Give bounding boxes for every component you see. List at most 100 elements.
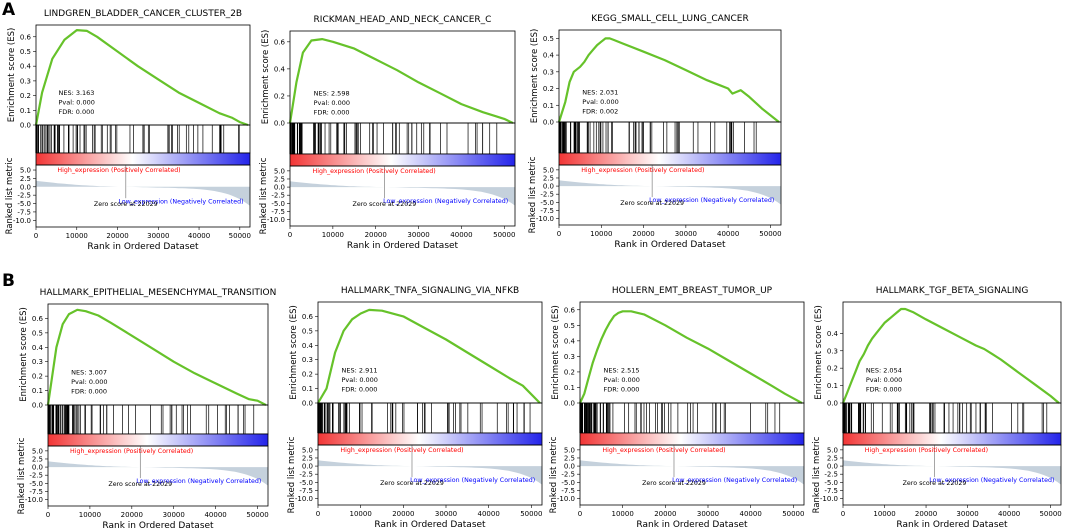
x-tick-label: 40000	[478, 510, 500, 518]
x-tick-label: 40000	[188, 232, 210, 240]
gsea-plot-7: HALLMARK_TGF_BETA_SIGNALING 0.0 0.1 0.2 0.3 0…	[812, 272, 1065, 532]
x-tick-label: 30000	[675, 230, 697, 238]
high-expression-label: High_expression (Positively Correlated)	[865, 447, 988, 454]
high-expression-label: High_expression (Positively Correlated)	[70, 448, 193, 455]
x-tick-label: 30000	[956, 510, 978, 518]
plot-title: HALLMARK_EPITHELIAL_MESENCHYMAL_TRANSITI…	[40, 288, 277, 298]
stat-label: NES: 2.598	[314, 89, 350, 97]
zero-score-label: Zero score at 22029	[94, 201, 158, 208]
es-tick-label: 0.2	[827, 365, 838, 373]
hit-ticks	[579, 403, 781, 433]
metric-axis-label: Ranked list metric	[17, 437, 27, 514]
metric-tick-label: -10.0	[13, 217, 31, 225]
es-curve	[288, 37, 514, 124]
x-axis-label: Rank in Ordered Dataset	[374, 520, 486, 530]
plot-title: HOLLERN_EMT_BREAST_TUMOR_UP	[612, 286, 773, 296]
x-tick-label: 40000	[450, 231, 472, 239]
es-axis-label: Enrichment score (ES)	[814, 305, 824, 400]
hits-frame	[47, 404, 269, 435]
es-axis-label: Enrichment score (ES)	[19, 307, 29, 402]
gsea-plot-4: HALLMARK_EPITHELIAL_MESENCHYMAL_TRANSITI…	[0, 272, 280, 532]
metric-tick-label: -2.5	[271, 192, 285, 200]
metric-tick-label: 2.5	[302, 454, 313, 462]
metric-tick-label: 2.5	[564, 454, 575, 462]
es-curve	[557, 37, 780, 123]
x-tick-label: 0	[316, 510, 320, 518]
metric-tick-label: 2.5	[32, 455, 43, 463]
es-tick-label: 0.4	[543, 52, 555, 60]
x-tick-label: 50000	[229, 232, 251, 240]
es-curve	[841, 307, 1060, 404]
metric-tick-label: 5.0	[827, 446, 838, 454]
x-tick-label: 10000	[612, 510, 634, 518]
x-axis-label: Rank in Ordered Dataset	[636, 520, 748, 530]
es-tick-label: 0.3	[32, 358, 43, 366]
metric-tick-label: -5.0	[299, 479, 313, 487]
metric-frame	[317, 444, 543, 506]
expression-gradient-bar	[47, 433, 269, 447]
metric-axis-label: Ranked list metric	[259, 157, 269, 234]
metric-tick-label: 5.0	[20, 167, 31, 175]
stat-label: FDR: 0.000	[314, 108, 350, 116]
es-tick-label: 0.3	[543, 68, 554, 76]
x-axis-label: Rank in Ordered Dataset	[614, 240, 726, 250]
metric-tick-label: -2.5	[824, 471, 838, 479]
hits-frame	[289, 122, 516, 155]
stat-label: Pval: 0.000	[866, 376, 902, 384]
es-tick-label: 0.6	[302, 313, 314, 321]
x-tick-label: 50000	[782, 510, 804, 518]
metric-frame	[47, 445, 269, 507]
low-expression-label: Low_expression (Negatively Correlated)	[383, 198, 508, 205]
es-axis-label: Enrichment score (ES)	[530, 29, 540, 124]
metric-tick-label: 5.0	[274, 167, 285, 175]
expression-gradient-bar	[558, 152, 782, 166]
es-tick-label: 0.6	[564, 306, 576, 314]
x-tick-label: 10000	[350, 510, 372, 518]
es-tick-label: 0.4	[827, 330, 839, 338]
metric-tick-label: -5.0	[561, 479, 575, 487]
es-tick-label: 0.1	[564, 384, 575, 392]
stat-label: NES: 3.007	[71, 369, 107, 377]
metric-area	[36, 180, 250, 206]
hits-frame	[579, 402, 805, 434]
x-tick-label: 0	[34, 232, 38, 240]
es-tick-label: 0.3	[827, 347, 838, 355]
metric-tick-label: -10.0	[295, 495, 313, 503]
x-tick-label: 10000	[873, 510, 895, 518]
low-expression-label: Low_expression (Negatively Correlated)	[136, 478, 261, 485]
metric-frame	[842, 444, 1062, 506]
metric-tick-label: 0.0	[20, 183, 31, 191]
x-tick-label: 50000	[520, 510, 542, 518]
metric-tick-label: 0.0	[32, 464, 43, 472]
expression-gradient-bar	[842, 432, 1062, 446]
metric-frame	[35, 164, 251, 228]
stat-label: NES: 2.911	[342, 367, 378, 375]
metric-frame	[289, 165, 516, 227]
es-axis-label: Enrichment score (ES)	[261, 30, 271, 125]
es-tick-label: 0.2	[32, 373, 43, 381]
x-tick-label: 20000	[106, 232, 128, 240]
es-tick-label: 0.2	[543, 85, 554, 93]
x-tick-label: 30000	[147, 232, 169, 240]
metric-frame	[579, 444, 805, 506]
gsea-plot-1: LINDGREN_BLADDER_CANCER_CLUSTER_2B 0.0 0.1…	[0, 0, 260, 258]
plot-title: HALLMARK_TGF_BETA_SIGNALING	[876, 286, 1029, 296]
metric-tick-label: -5.0	[17, 200, 31, 208]
metric-tick-label: -2.5	[540, 191, 554, 199]
low-expression-label: Low_expression (Negatively Correlated)	[410, 477, 535, 484]
metric-tick-label: 0.0	[302, 463, 313, 471]
zero-score-label: Zero score at 22029	[642, 480, 706, 487]
metric-tick-label: -10.0	[820, 495, 838, 503]
es-axis-label: Enrichment score (ES)	[551, 305, 561, 400]
es-tick-label: 0.4	[32, 344, 44, 352]
es-tick-label: 0.0	[20, 122, 31, 130]
metric-tick-label: 2.5	[274, 175, 285, 183]
es-tick-label: 0.1	[20, 107, 31, 115]
metric-tick-label: -7.5	[299, 487, 313, 495]
metric-frame	[558, 164, 782, 226]
es-tick-label: 0.4	[274, 65, 286, 73]
high-expression-label: High_expression (Positively Correlated)	[602, 447, 725, 454]
x-tick-label: 10000	[590, 230, 612, 238]
expression-gradient-bar	[35, 152, 251, 166]
x-tick-label: 0	[46, 511, 50, 519]
